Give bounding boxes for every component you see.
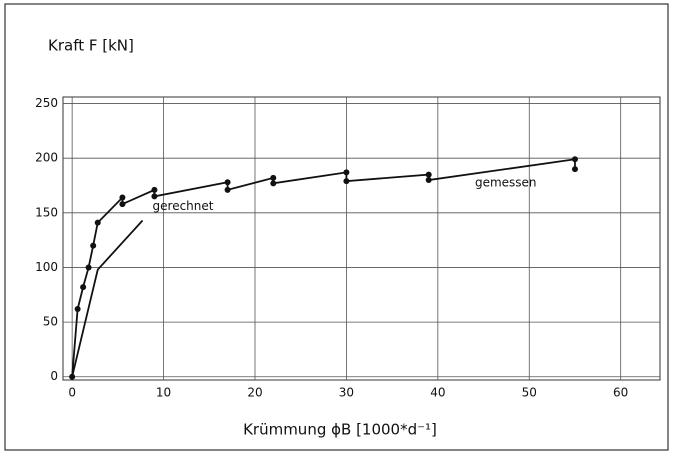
data-point [425,171,432,178]
y-tick-label: 250 [35,96,58,110]
x-axis-label: Krümmung ϕB [1000*d⁻¹] [243,421,437,439]
data-point [119,201,126,208]
data-point [74,305,81,312]
chart-frame [4,3,669,451]
x-tick-label: 50 [522,386,537,400]
data-point [151,186,158,193]
y-tick-label: 50 [43,315,58,329]
x-tick-label: 60 [613,386,628,400]
data-point [85,264,92,271]
data-point [270,174,277,181]
y-axis-label: Kraft F [kN] [48,37,134,55]
data-point [151,193,158,200]
data-point [425,177,432,184]
data-point [90,242,97,249]
data-point [571,166,578,173]
series-label: gerechnet [153,199,214,213]
y-tick-label: 200 [35,151,58,165]
data-point [571,156,578,163]
data-point [343,178,350,185]
plot-frame [62,96,661,381]
x-tick-label: 0 [68,386,76,400]
x-tick-label: 20 [247,386,262,400]
data-point [270,180,277,187]
series-label: gemessen [475,176,537,190]
x-tick-label: 40 [430,386,445,400]
series-line [71,219,144,377]
y-tick-label: 100 [35,260,58,274]
series-line [71,158,576,377]
y-tick-label: 150 [35,205,58,219]
data-point [343,169,350,176]
data-point [224,179,231,186]
data-point [119,194,126,201]
x-tick-label: 30 [339,386,354,400]
data-point [80,284,87,291]
x-tick-label: 10 [156,386,171,400]
data-point [224,186,231,193]
y-tick-label: 0 [50,369,58,383]
data-point [94,219,101,226]
